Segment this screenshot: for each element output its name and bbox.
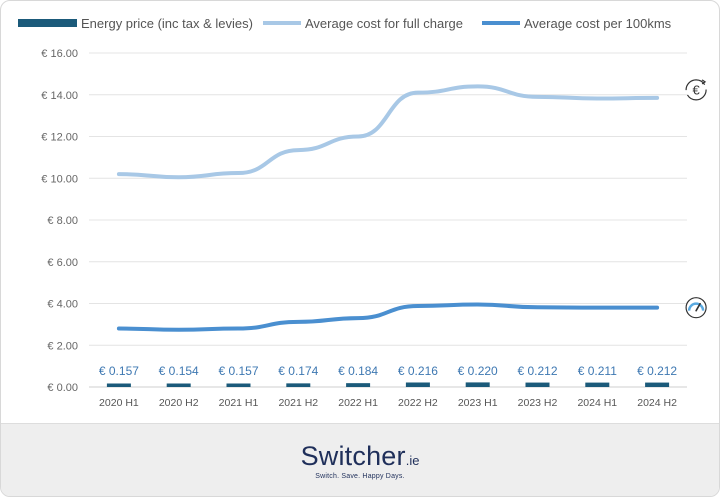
y-tick-label: € 10.00 — [41, 173, 78, 185]
speedometer-icon — [685, 297, 707, 319]
y-tick-label: € 2.00 — [47, 340, 78, 352]
y-axis-ticks: € 0.00 € 2.00 € 4.00 € 6.00 € 8.00 € 10.00 € 1… — [41, 48, 78, 394]
y-tick-label: € 6.00 — [47, 257, 78, 269]
bar-series — [106, 382, 670, 387]
bar — [405, 382, 430, 387]
bar — [226, 383, 251, 387]
legend-label: Energy price (inc tax & levies) — [81, 16, 253, 31]
bar-data-label: € 0.157 — [218, 364, 258, 378]
series-icons: € — [685, 79, 707, 319]
gridlines — [89, 52, 687, 388]
brand-suffix: .ie — [405, 453, 420, 468]
bar — [166, 383, 191, 387]
y-tick-label: € 0.00 — [47, 382, 78, 394]
x-tick-label: 2020 H2 — [159, 397, 199, 409]
y-tick-label: € 4.00 — [47, 299, 78, 311]
bar — [106, 383, 131, 387]
icon-arrow — [701, 79, 707, 85]
x-tick-label: 2023 H1 — [458, 397, 498, 409]
icon-ring — [685, 297, 707, 319]
y-tick-label: € 8.00 — [47, 215, 78, 227]
y-tick-label: € 16.00 — [41, 48, 78, 60]
bar-data-label: € 0.216 — [398, 364, 438, 378]
x-tick-label: 2024 H1 — [577, 397, 617, 409]
icon-glyph: € — [692, 82, 700, 97]
bar-data-label: € 0.154 — [159, 364, 199, 378]
icon-needle — [695, 302, 701, 312]
x-tick-label: 2024 H2 — [637, 397, 677, 409]
series-line — [116, 302, 660, 332]
x-tick-label: 2021 H2 — [278, 397, 318, 409]
x-tick-label: 2020 H1 — [99, 397, 139, 409]
legend: Energy price (inc tax & levies) Average c… — [18, 16, 672, 31]
icon-ring — [685, 79, 707, 101]
x-tick-label: 2023 H2 — [518, 397, 558, 409]
y-tick-label: € 12.00 — [41, 132, 78, 144]
x-tick-label: 2021 H1 — [219, 397, 259, 409]
x-tick-label: 2022 H1 — [338, 397, 378, 409]
bar — [585, 382, 610, 387]
bar-data-label: € 0.212 — [637, 364, 677, 378]
footer: Switcher.ie Switch. Save. Happy Days. — [1, 423, 719, 496]
icon-arc — [687, 302, 705, 311]
chart: Energy price (inc tax & levies) Average c… — [18, 16, 707, 409]
bar-data-label: € 0.184 — [338, 364, 378, 378]
bar-data-label: € 0.212 — [517, 364, 557, 378]
series-line — [116, 84, 660, 180]
bar-data-label: € 0.220 — [458, 364, 498, 378]
bar — [286, 383, 311, 387]
legend-label: Average cost per 100kms — [524, 16, 672, 31]
y-tick-label: € 14.00 — [41, 90, 78, 102]
x-axis-ticks: 2020 H1 2020 H2 2021 H1 2021 H2 2022 H1 2022 … — [99, 397, 677, 409]
euro-refresh-icon: € — [685, 79, 707, 101]
brand-name: Switcher — [300, 441, 406, 471]
legend-label: Average cost for full charge — [305, 16, 463, 31]
x-tick-label: 2022 H2 — [398, 397, 438, 409]
bar-data-label: € 0.211 — [578, 364, 617, 378]
line-series — [116, 84, 660, 332]
bar-data-labels: € 0.157 € 0.154 € 0.157 € 0.174 € 0.184 € 0.2… — [99, 364, 678, 378]
brand-tagline: Switch. Save. Happy Days. — [315, 473, 405, 480]
bar — [645, 382, 670, 387]
bar-data-label: € 0.174 — [278, 364, 318, 378]
bar — [465, 382, 490, 387]
bar — [346, 383, 371, 387]
bar-data-label: € 0.157 — [99, 364, 139, 378]
brand-logo: Switcher.ie Switch. Save. Happy Days. — [1, 441, 719, 480]
legend-swatch — [18, 19, 77, 27]
bar — [525, 382, 550, 387]
